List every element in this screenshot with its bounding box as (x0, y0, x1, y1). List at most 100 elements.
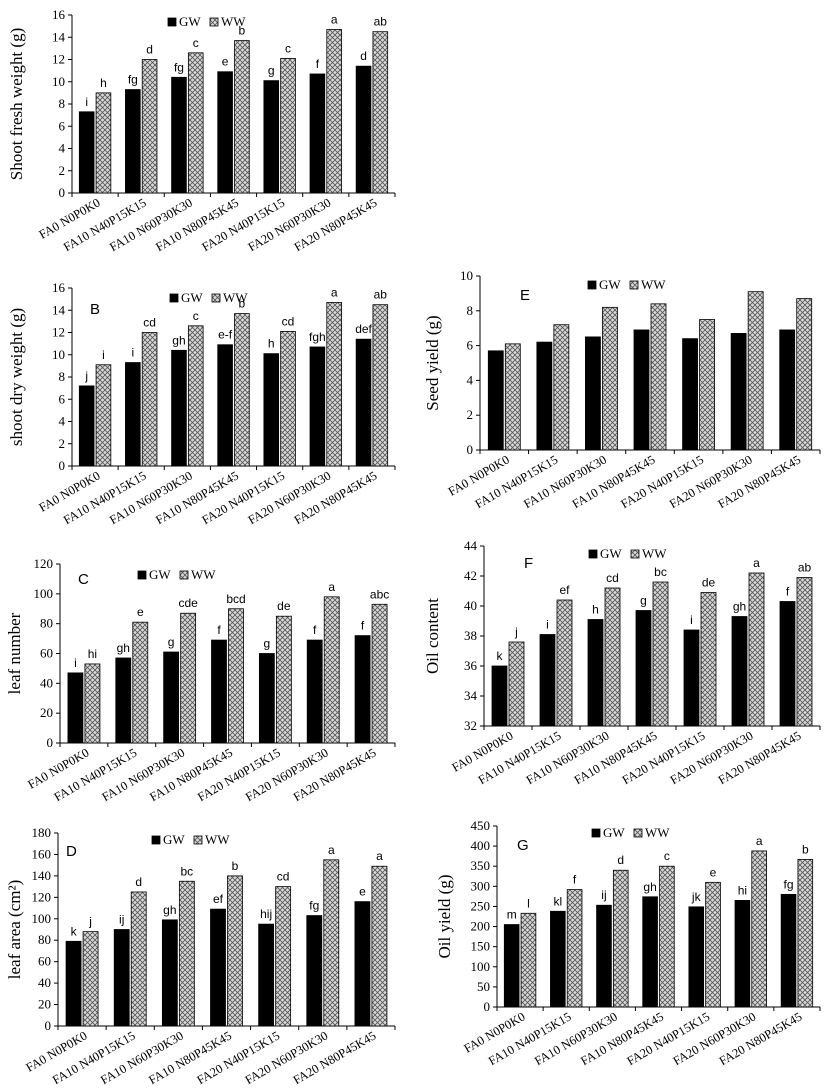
significance-letter: ab (374, 15, 388, 29)
y-tick-label: 40 (40, 675, 53, 690)
bar-gw (779, 329, 796, 451)
significance-letter: ij (119, 913, 124, 927)
y-tick-label: 80 (40, 616, 53, 631)
bar-ww (178, 880, 195, 1027)
bar-gw (309, 73, 326, 194)
significance-letter: de (277, 599, 291, 613)
bar-gw (536, 341, 553, 451)
y-tick-label: 8 (59, 369, 66, 384)
y-tick-label: 44 (464, 538, 478, 553)
bar-ww (604, 587, 621, 727)
significance-letter: f (573, 873, 577, 887)
significance-letter: a (753, 556, 760, 570)
significance-letter: i (131, 346, 134, 360)
significance-letter: a (328, 843, 335, 857)
legend-label-ww: WW (641, 277, 666, 292)
y-tick-label: 0 (59, 185, 66, 200)
significance-letter: d (360, 49, 367, 63)
bar-ww (797, 858, 814, 1008)
bar-gw (635, 610, 652, 727)
x-category-label: FA10 N40P15K15 (476, 728, 564, 787)
significance-letter: k (71, 924, 78, 938)
y-tick-label: 40 (464, 598, 477, 613)
bar-gw (682, 338, 698, 451)
bar-gw (734, 900, 751, 1008)
bar-gw (161, 919, 178, 1027)
significance-letter: f (217, 623, 221, 637)
y-tick-label: 2 (59, 436, 66, 451)
y-axis-title: Oil yield (g) (435, 874, 454, 958)
significance-letter: gh (163, 903, 176, 917)
y-tick-label: 6 (59, 391, 66, 406)
bar-gw (217, 344, 233, 467)
x-category-label: FA20 N80P45K45 (716, 728, 804, 787)
significance-letter: fg (128, 73, 138, 87)
legend-label-gw: GW (149, 567, 171, 582)
significance-letter: gh (643, 880, 656, 894)
x-category-label: FA20 N60P30K30 (243, 1028, 331, 1087)
bar-gw (65, 940, 82, 1027)
bar-gw (491, 665, 508, 727)
legend-label-gw: GW (181, 290, 203, 305)
bar-gw (78, 111, 95, 194)
bar-gw (67, 672, 84, 744)
x-category-label: FA20 N80P45K45 (716, 452, 804, 511)
significance-letter: gh (733, 600, 746, 614)
panel-label: C (78, 571, 89, 588)
bar-gw (587, 619, 604, 727)
x-category-label: FA20 N80P45K45 (291, 1028, 379, 1087)
significance-letter: e (710, 865, 717, 879)
y-tick-label: 120 (34, 556, 54, 571)
significance-letter: cd (606, 571, 619, 585)
legend-swatch-gw (169, 293, 179, 303)
bar-gw (171, 349, 187, 467)
bar-ww (234, 40, 250, 194)
y-tick-label: 8 (467, 303, 474, 318)
bar-gw (125, 362, 141, 467)
y-tick-label: 250 (471, 898, 491, 913)
bar-ww (187, 52, 204, 194)
y-tick-label: 12 (52, 325, 65, 340)
bar-ww (699, 319, 715, 451)
significance-letter: d (146, 43, 153, 57)
y-tick-label: 120 (32, 889, 52, 904)
y-tick-label: 6 (467, 338, 474, 353)
bar-gw (210, 908, 226, 1027)
bar-gw (779, 601, 796, 727)
y-axis-title: leaf number (5, 612, 24, 694)
y-axis-title: Oil content (423, 598, 442, 674)
significance-letter: jk (691, 890, 702, 904)
x-category-label: FA10 N80P45K45 (570, 452, 658, 511)
bar-ww (228, 608, 244, 744)
y-tick-label: 0 (47, 735, 54, 750)
bar-ww (275, 886, 292, 1027)
y-axis-title: Shoot fresh weight (g) (7, 28, 26, 181)
bar-gw (355, 65, 372, 194)
bar-gw (217, 71, 233, 194)
legend-swatch-ww (179, 570, 189, 580)
y-tick-label: 36 (464, 658, 478, 673)
bar-ww (141, 332, 158, 467)
y-tick-label: 450 (471, 818, 491, 833)
x-category-label: FA20 N40P15K15 (194, 1028, 282, 1087)
bar-gw (683, 629, 700, 727)
y-tick-label: 300 (471, 878, 491, 893)
y-tick-label: 10 (52, 74, 65, 89)
y-tick-label: 100 (34, 586, 54, 601)
x-category-label: FA10 N60P30K30 (524, 728, 612, 787)
significance-letter: d (617, 853, 624, 867)
significance-letter: bc (181, 864, 194, 878)
significance-letter: f (361, 619, 365, 633)
significance-letter: a (756, 834, 763, 848)
legend-label-gw: GW (163, 832, 185, 847)
significance-letter: a (331, 12, 338, 26)
x-category-label: FA20 N80P45K45 (291, 745, 379, 804)
bar-ww (372, 304, 389, 467)
y-tick-label: 10 (460, 268, 473, 283)
y-tick-label: 160 (32, 846, 52, 861)
y-tick-label: 2 (467, 407, 474, 422)
bar-ww (180, 612, 197, 744)
